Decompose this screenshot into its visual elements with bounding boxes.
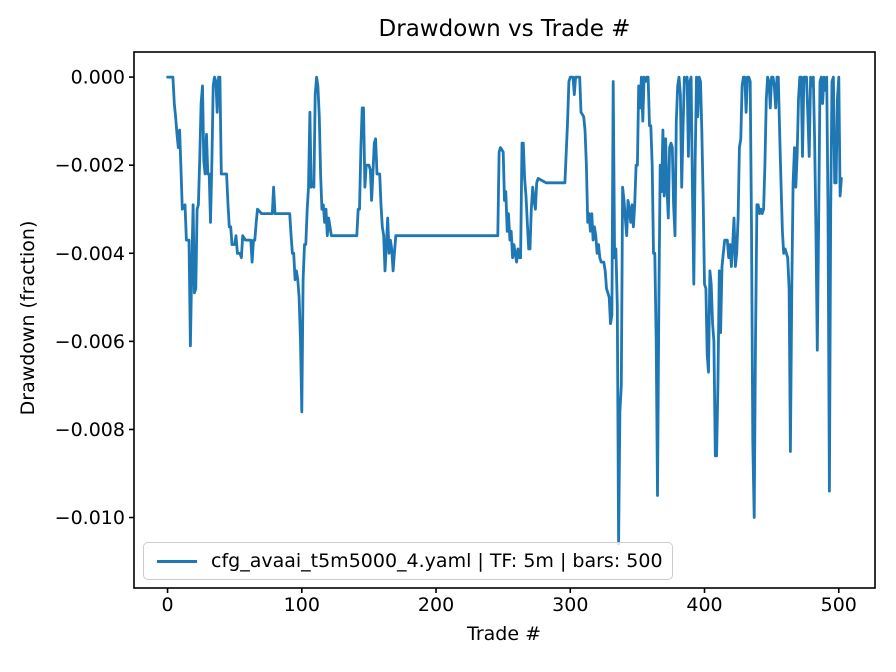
legend-line-sample bbox=[157, 559, 197, 563]
legend: cfg_avaai_t5m5000_4.yaml | TF: 5m | bars… bbox=[143, 542, 673, 580]
y-axis-label: Drawdown (fraction) bbox=[17, 220, 39, 416]
y-tick-label: 0.000 bbox=[71, 67, 125, 89]
x-tick-label: 200 bbox=[418, 594, 454, 616]
y-tick-label: −0.006 bbox=[55, 331, 125, 353]
x-tick-label: 0 bbox=[162, 594, 174, 616]
y-tick-label: −0.002 bbox=[55, 155, 125, 177]
x-tick-label: 300 bbox=[552, 594, 588, 616]
chart-title: Drawdown vs Trade # bbox=[378, 16, 631, 42]
legend-label: cfg_avaai_t5m5000_4.yaml | TF: 5m | bars… bbox=[211, 550, 663, 572]
x-tick-label: 400 bbox=[686, 594, 722, 616]
y-tick-label: −0.008 bbox=[55, 419, 125, 441]
x-axis-label: Trade # bbox=[467, 623, 541, 645]
drawdown-series-line bbox=[166, 75, 843, 546]
y-tick-label: −0.010 bbox=[55, 507, 125, 529]
x-tick-label: 500 bbox=[821, 594, 857, 616]
x-tick-label: 100 bbox=[284, 594, 320, 616]
y-tick-label: −0.004 bbox=[55, 243, 125, 265]
plot-spines bbox=[133, 51, 876, 589]
